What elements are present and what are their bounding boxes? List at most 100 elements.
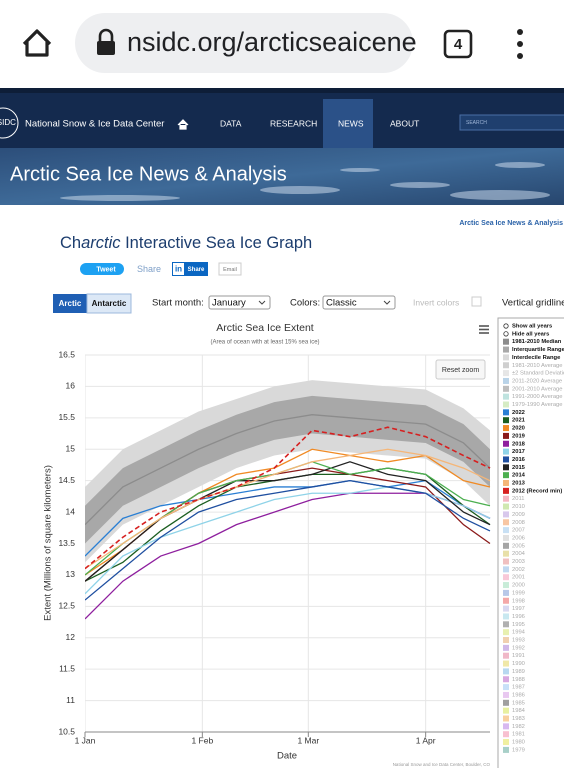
x-tick-label: 1 Apr (416, 735, 436, 745)
legend-label: 1986 (512, 692, 525, 698)
plot-area (85, 354, 491, 733)
colors-select[interactable] (322, 295, 396, 310)
y-axis-label: Extent (Millions of square kilometers) (43, 465, 54, 621)
y-tick-label: 14.5 (58, 475, 75, 485)
legend-label: 1985 (512, 700, 525, 706)
arctic-button[interactable] (53, 294, 87, 313)
x-tick-label: 1 Feb (191, 735, 213, 745)
url-bar[interactable] (75, 13, 413, 73)
legend-icon (503, 323, 509, 329)
share-label[interactable]: Share (137, 264, 161, 274)
legend-label: 1996 (512, 614, 525, 620)
series-line (85, 426, 491, 570)
legend-swatch (503, 676, 509, 683)
y-tick-label: 13 (66, 569, 76, 579)
y-tick-label: 15.5 (58, 412, 75, 422)
legend-label: 2019 (512, 433, 526, 439)
x-tick-label: 1 Mar (297, 735, 319, 745)
legend-swatch (503, 519, 509, 526)
legend-swatch (503, 739, 509, 746)
legend-swatch (503, 691, 509, 698)
legend-swatch (503, 566, 509, 573)
legend-swatch (503, 401, 509, 408)
legend-label: 1994 (512, 630, 526, 636)
site-name[interactable]: National Snow & Ice Data Center (25, 119, 164, 130)
legend-swatch (503, 417, 509, 424)
search-box[interactable] (459, 114, 564, 131)
linkedin-logo: in (175, 265, 182, 274)
legend-label: 1979-1990 Average (512, 402, 563, 408)
legend-swatch (503, 542, 509, 549)
legend-label: 2000 (512, 583, 525, 589)
nav-item[interactable]: RESEARCH (270, 118, 317, 128)
legend-swatch (503, 448, 509, 455)
legend-swatch (503, 472, 509, 479)
legend-swatch (503, 668, 509, 675)
tab-count: 4 (454, 36, 463, 53)
legend-label: 2015 (512, 465, 526, 471)
legend-swatch (503, 534, 509, 541)
legend-icon (503, 331, 509, 337)
breadcrumb[interactable]: Arctic Sea Ice News & Analysis (459, 220, 563, 227)
title-part: arctic (81, 234, 121, 252)
series-line (85, 486, 491, 595)
reset-zoom-button[interactable] (435, 359, 486, 380)
legend-label: 1982 (512, 724, 525, 730)
invert-label: Invert colors (413, 297, 459, 307)
linkedin-logo-bg (173, 263, 184, 275)
reset-zoom-label: Reset zoom (442, 367, 480, 374)
legend-swatch (503, 597, 509, 604)
legend-label: 1991 (512, 653, 525, 659)
colors-value: Classic (326, 298, 357, 309)
band (85, 395, 490, 544)
legend-swatch (503, 354, 509, 361)
y-tick-label: 12.5 (58, 601, 75, 611)
legend-swatch (503, 621, 509, 628)
credit: National Snow and Ice Data Center, Bould… (393, 762, 491, 767)
legend-label: 1999 (512, 590, 525, 596)
legend-label: 1990 (512, 661, 525, 667)
legend-label: Show all years (512, 324, 552, 330)
page-title: Charctic Interactive Sea Ice Graph (60, 234, 312, 252)
title-part: Interactive Sea Ice Graph (121, 234, 313, 252)
start-month-select[interactable] (208, 295, 271, 310)
nav-item[interactable]: DATA (220, 118, 242, 128)
antarctic-button[interactable] (86, 293, 132, 314)
legend-label: 2008 (512, 520, 525, 526)
email-button[interactable] (218, 262, 242, 276)
legend-label: 2017 (512, 449, 525, 455)
y-tick-label: 13.5 (58, 538, 75, 548)
legend-swatch (503, 605, 509, 612)
legend-label: 2010 (512, 504, 525, 510)
tab-switcher[interactable] (443, 29, 473, 59)
nav-home[interactable] (177, 119, 189, 130)
legend-label: 1981 (512, 732, 525, 738)
nav-item[interactable]: NEWS (338, 118, 364, 128)
legend-label: 2021 (512, 418, 526, 424)
nav-item[interactable]: ABOUT (390, 118, 419, 128)
y-tick-label: 14 (66, 506, 76, 516)
legend-label: 2004 (512, 551, 526, 557)
start-month-label: Start month: (152, 298, 204, 309)
gridlines-label[interactable]: Vertical gridlines (502, 298, 564, 309)
legend-label: Hide all years (512, 331, 549, 337)
legend-swatch (503, 495, 509, 502)
legend-label: 2012 (Record min) (512, 488, 562, 494)
home-button[interactable] (22, 29, 52, 57)
chart-subtitle: (Area of ocean with at least 15% sea ice… (210, 340, 319, 346)
chart-menu[interactable] (479, 325, 489, 334)
invert-checkbox[interactable] (471, 296, 482, 307)
legend-swatch (503, 346, 509, 353)
legend-swatch (503, 731, 509, 738)
tweet-button[interactable] (80, 263, 124, 275)
legend-label: 2009 (512, 512, 525, 518)
menu-button[interactable] (517, 29, 523, 59)
legend-swatch (503, 370, 509, 377)
legend-label: 2014 (512, 473, 526, 479)
url: nsidc.org/arcticseaicene (127, 27, 417, 57)
legend-swatch (503, 652, 509, 659)
legend-label: 2002 (512, 567, 525, 573)
legend-label: 2011 (512, 496, 524, 502)
start-month-value: January (212, 298, 246, 309)
